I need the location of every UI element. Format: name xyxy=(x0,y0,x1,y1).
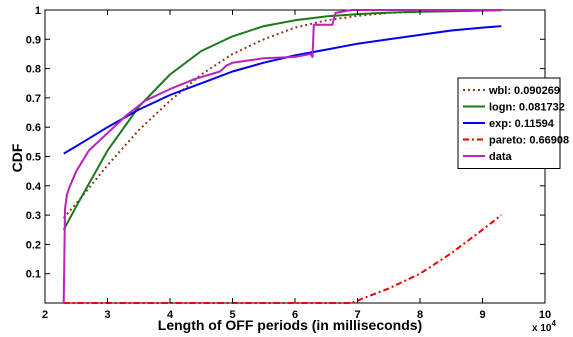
legend-label: exp: 0.11594 xyxy=(489,118,555,130)
x-multiplier-base: x 10 xyxy=(532,323,552,334)
series-layer xyxy=(62,9,502,304)
legend-label: data xyxy=(489,151,513,163)
tick-layer: 2 3 4 5 6 7 8 9 10 0.1 0.2 0.3 0.4 0.5 0.6 0.7 0.8 0.9 1 xyxy=(26,5,551,321)
x-tick-label: 6 xyxy=(292,309,298,321)
legend: wbl: 0.090269 logn: 0.081732 exp: 0.11594 p… xyxy=(457,77,569,169)
series-line-1 xyxy=(62,9,502,231)
y-tick-label: 0.5 xyxy=(26,152,41,164)
y-tick-label: 0.9 xyxy=(26,34,41,46)
series-line-2 xyxy=(63,25,502,155)
y-tick-label: 1 xyxy=(35,5,41,17)
y-tick-label: 0.1 xyxy=(26,269,41,281)
legend-label: pareto: 0.66908 xyxy=(489,135,569,147)
x-tick-label: 7 xyxy=(354,309,360,321)
y-tick-label: 0.6 xyxy=(26,122,41,134)
x-multiplier-exponent: 4 xyxy=(551,319,556,328)
y-axis-label: CDF xyxy=(9,143,25,172)
x-tick-label: 5 xyxy=(229,309,235,321)
y-tick-label: 0.8 xyxy=(26,64,41,76)
y-tick-label: 0.3 xyxy=(26,210,41,222)
series-line-4 xyxy=(62,9,502,304)
x-tick-label: 8 xyxy=(417,309,423,321)
x-tick-label: 3 xyxy=(104,309,110,321)
x-tick-label: 9 xyxy=(479,309,485,321)
y-tick-label: 0.7 xyxy=(26,93,41,105)
x-axis-multiplier: x 104 xyxy=(532,319,556,334)
y-tick-label: 0.2 xyxy=(26,239,41,251)
x-tick-label: 2 xyxy=(42,309,48,321)
x-axis-label: Length of OFF periods (in milliseconds) xyxy=(158,317,422,333)
legend-label: logn: 0.081732 xyxy=(489,102,565,114)
series-line-3 xyxy=(63,214,502,304)
x-tick-label: 4 xyxy=(167,309,174,321)
x-tick-label: 10 xyxy=(539,309,551,321)
y-tick-label: 0.4 xyxy=(26,181,42,193)
legend-label: wbl: 0.090269 xyxy=(488,85,560,97)
